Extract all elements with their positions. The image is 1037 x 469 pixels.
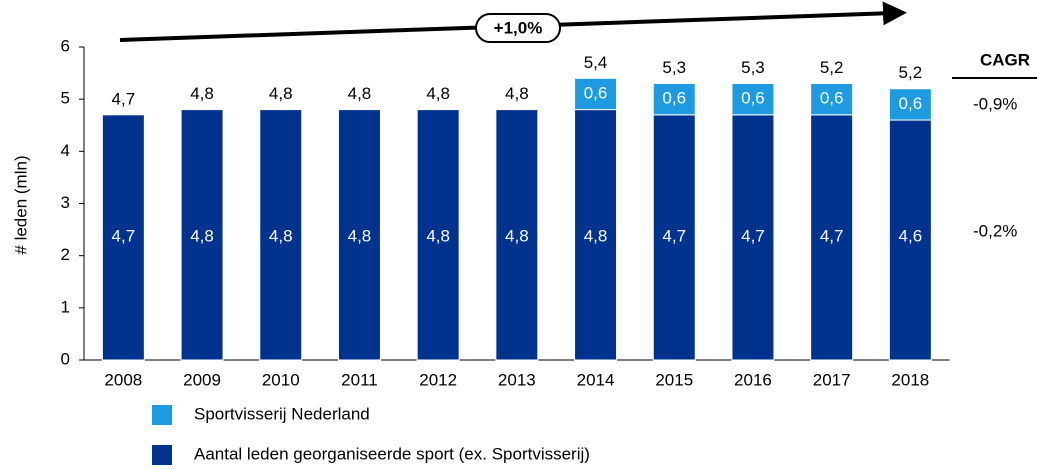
- bar-value-label: 0,6: [662, 89, 686, 108]
- bar-value-label: 4,7: [820, 226, 844, 245]
- bar-value-label: 4,6: [899, 226, 923, 245]
- total-label: 5,2: [899, 63, 923, 82]
- x-tick-label: 2011: [341, 370, 378, 389]
- y-tick-label: 0: [61, 349, 70, 368]
- bar-segment: [101, 114, 145, 361]
- bar-segment: [259, 109, 303, 361]
- bar-value-label: 0,6: [741, 89, 765, 108]
- bar-segment: [337, 109, 381, 361]
- total-label: 5,4: [584, 53, 608, 72]
- x-tick-label: 2013: [498, 370, 536, 389]
- x-tick-label: 2010: [262, 370, 300, 389]
- y-axis-title: # leden (mln): [11, 155, 30, 254]
- cagr-title: CAGR: [980, 50, 1030, 69]
- total-label: 4,8: [348, 84, 372, 103]
- bar-value-label: 4,8: [269, 226, 293, 245]
- total-label: 4,8: [426, 84, 450, 103]
- total-label: 5,3: [662, 58, 686, 77]
- y-tick-label: 2: [61, 245, 70, 264]
- x-tick-label: 2016: [734, 370, 772, 389]
- bar-value-label: 4,7: [662, 226, 686, 245]
- x-tick-label: 2012: [419, 370, 457, 389]
- bar-value-label: 4,7: [741, 226, 765, 245]
- bar-value-label: 4,7: [112, 226, 136, 245]
- total-label: 4,8: [505, 84, 529, 103]
- growth-label: +1,0%: [494, 18, 543, 37]
- x-tick-label: 2008: [104, 370, 142, 389]
- bar-value-label: 4,8: [348, 226, 372, 245]
- total-label: 4,8: [190, 84, 214, 103]
- cagr-value: -0,2%: [973, 221, 1017, 240]
- bar-value-label: 0,6: [820, 89, 844, 108]
- bar-value-label: 4,8: [505, 226, 529, 245]
- bar-value-label: 0,6: [584, 83, 608, 102]
- cagr-value: -0,9%: [973, 94, 1017, 113]
- total-label: 4,8: [269, 84, 293, 103]
- x-tick-label: 2018: [891, 370, 929, 389]
- bar-segment: [574, 77, 618, 111]
- bar-segment: [180, 109, 224, 361]
- bar-segment: [810, 114, 854, 361]
- legend-label: Sportvisserij Nederland: [194, 404, 370, 423]
- y-tick-label: 3: [61, 193, 70, 212]
- y-tick-label: 1: [61, 297, 70, 316]
- total-label: 5,2: [820, 58, 844, 77]
- bar-segment: [652, 83, 696, 116]
- x-tick-label: 2017: [813, 370, 851, 389]
- bar-value-label: 0,6: [899, 94, 923, 113]
- bar-segment: [888, 119, 932, 361]
- y-tick-label: 4: [61, 141, 70, 160]
- bar-segment: [495, 109, 539, 361]
- bar-value-label: 4,8: [190, 226, 214, 245]
- legend-swatch: [152, 405, 172, 425]
- growth-badge: [475, 13, 561, 43]
- x-tick-label: 2009: [183, 370, 221, 389]
- x-tick-label: 2014: [577, 370, 615, 389]
- bar-value-label: 4,8: [584, 226, 608, 245]
- y-tick-label: 5: [61, 89, 70, 108]
- bar-segment: [810, 83, 854, 116]
- bar-segment: [888, 88, 932, 121]
- bar-segment: [652, 114, 696, 361]
- legend-label: Aantal leden georganiseerde sport (ex. S…: [194, 444, 590, 463]
- legend-swatch: [152, 445, 172, 465]
- y-tick-label: 6: [61, 36, 70, 55]
- bar-segment: [731, 114, 775, 361]
- x-tick-label: 2015: [655, 370, 693, 389]
- bar-value-label: 4,8: [426, 226, 450, 245]
- bar-segment: [574, 109, 618, 361]
- bar-segment: [416, 109, 460, 361]
- total-label: 5,3: [741, 58, 765, 77]
- bar-segment: [731, 83, 775, 116]
- total-label: 4,7: [112, 89, 136, 108]
